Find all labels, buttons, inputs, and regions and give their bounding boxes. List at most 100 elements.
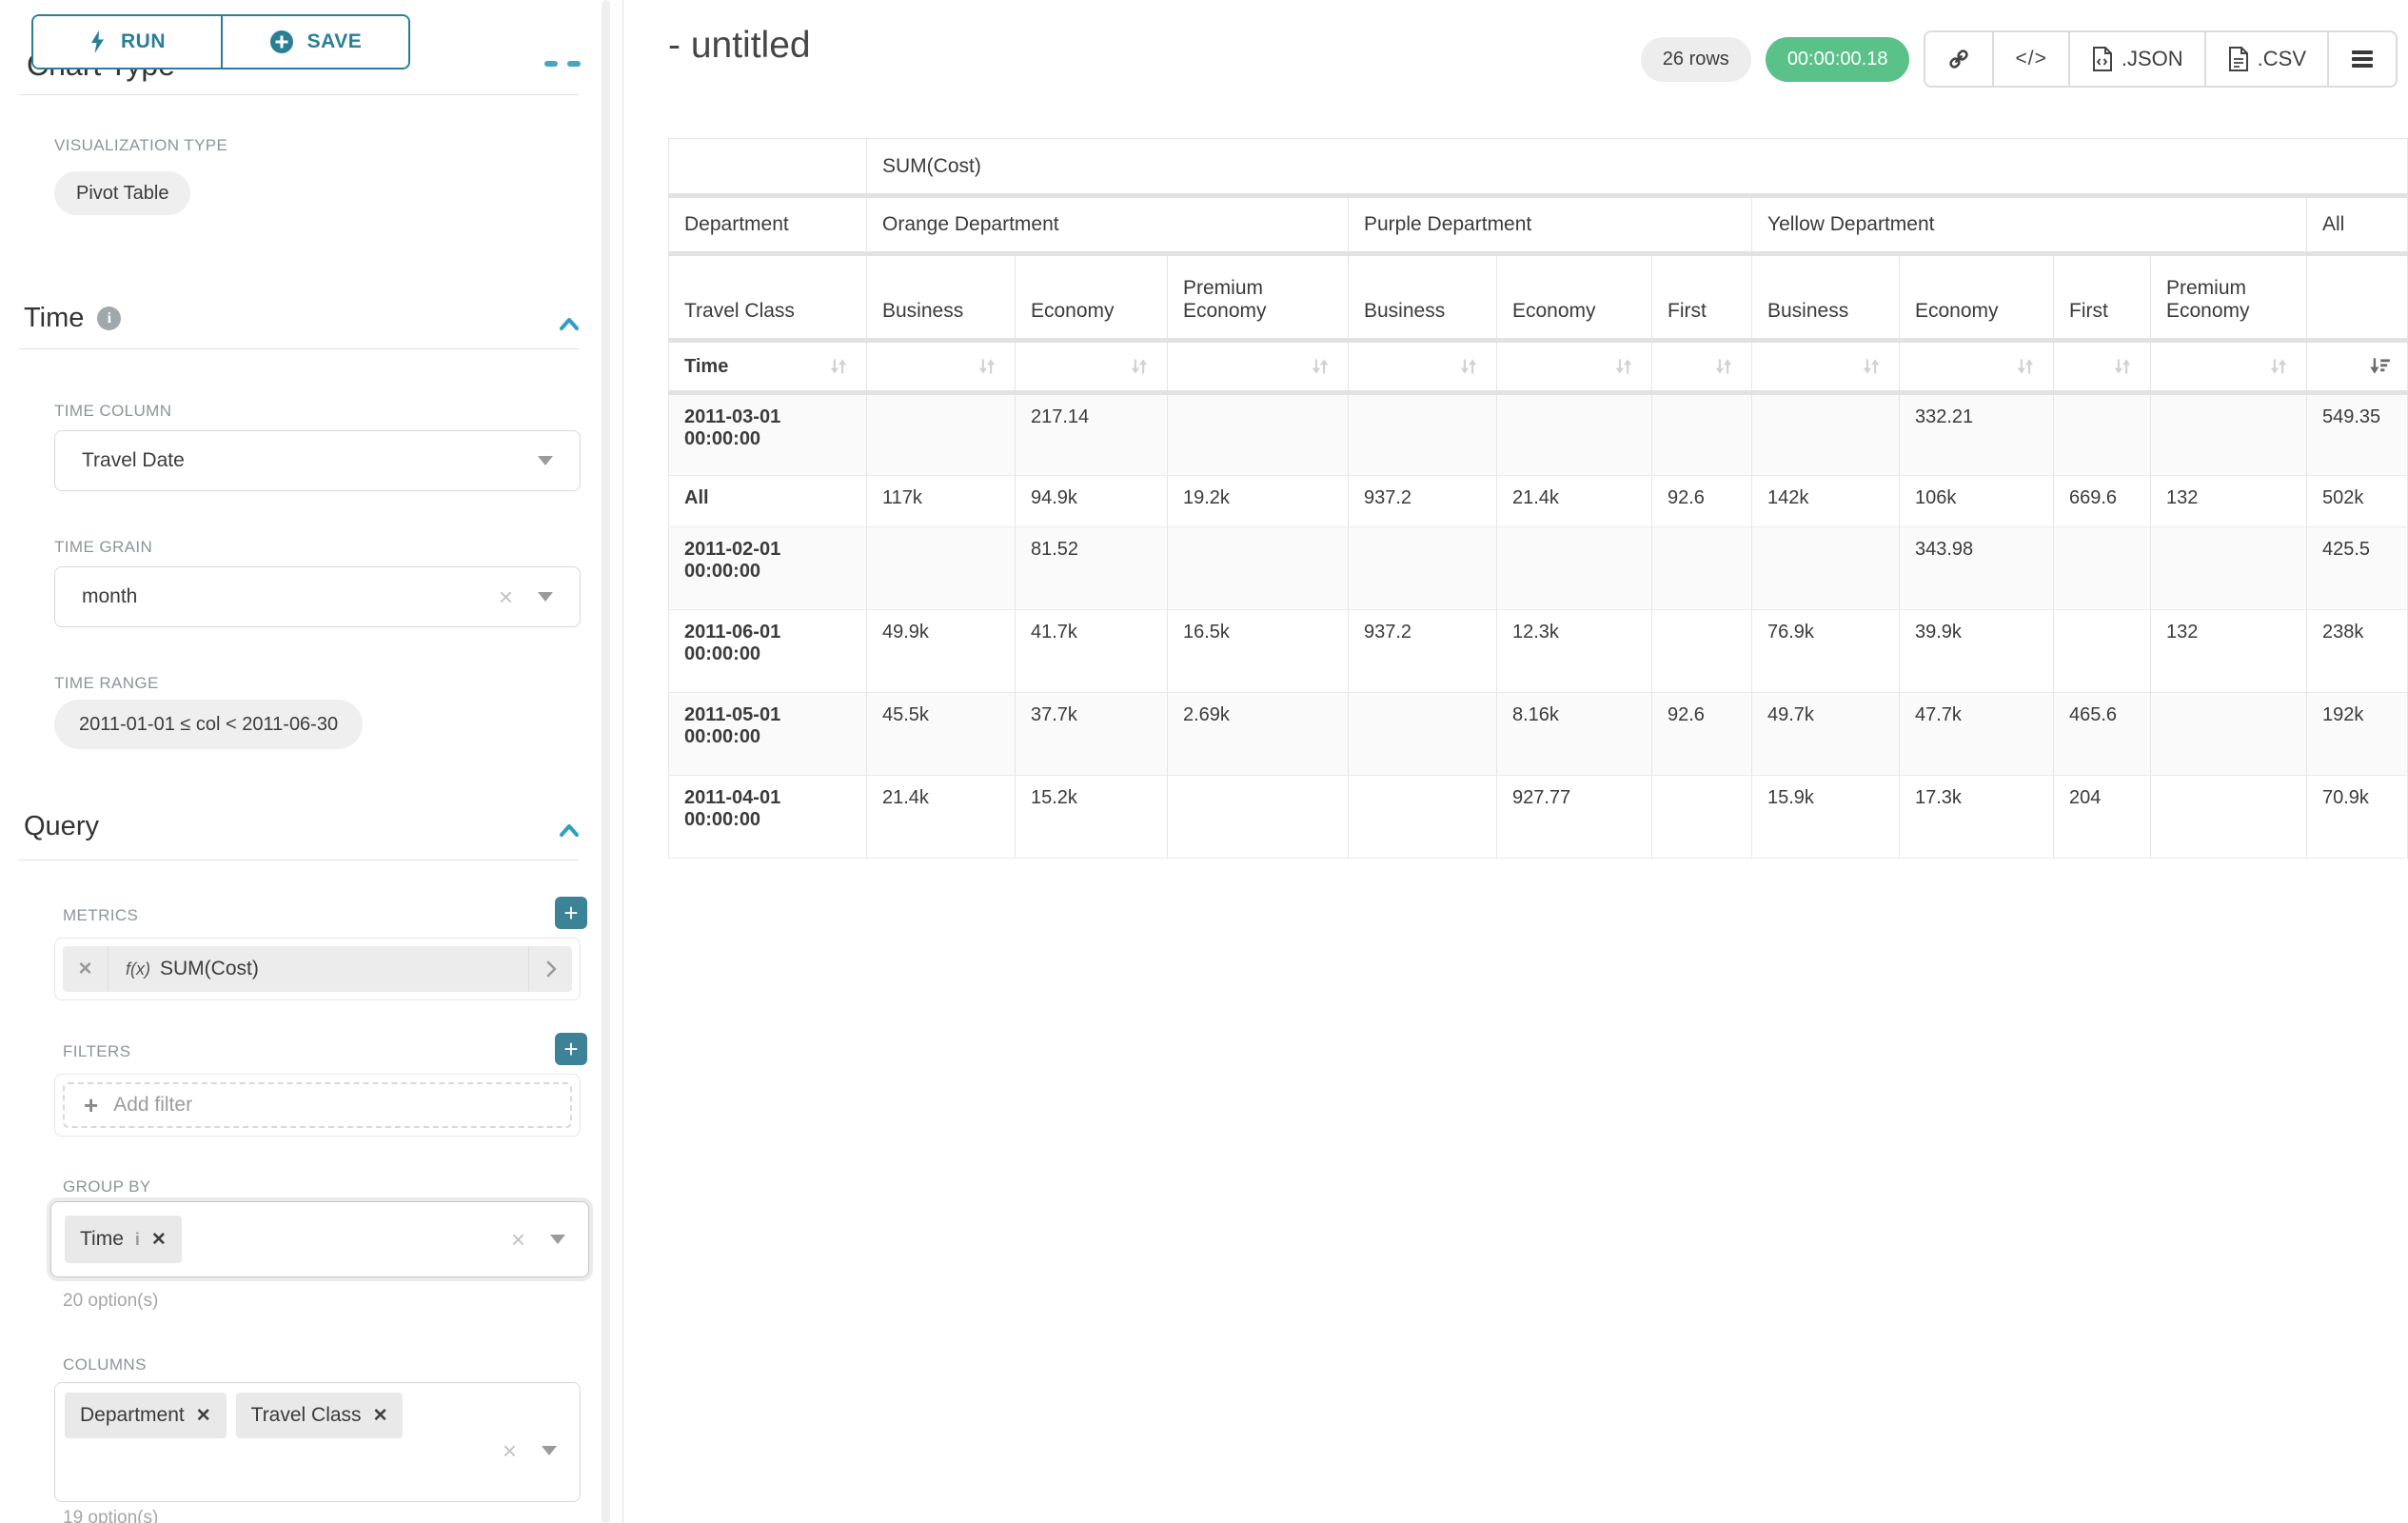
fx-icon: f(x) [126,959,150,979]
cell: 49.7k [1751,692,1900,776]
info-icon[interactable]: i [97,307,122,330]
chevron-up-icon[interactable] [555,817,583,845]
column-header: Premium Economy [1167,253,1349,343]
column-group-header: Orange Department [866,195,1349,256]
column-header: Economy [1015,253,1168,343]
expand-metric-icon[interactable] [528,946,572,992]
chart-menu-button[interactable] [2327,32,2396,86]
time-column-select[interactable]: Travel Date [54,430,581,491]
sort-icon[interactable] [2110,354,2135,379]
group-by-tag-time[interactable]: Time i ✕ [65,1216,182,1263]
cell [2150,775,2307,859]
add-metric-button[interactable]: + [555,897,587,929]
save-button[interactable]: SAVE [221,16,408,68]
cell: 465.6 [2053,692,2151,776]
column-header: First [1651,253,1752,343]
cell: 21.4k [866,775,1016,859]
columns-select[interactable]: Department ✕ Travel Class ✕ × [54,1382,581,1502]
cell: 937.2 [1348,475,1497,527]
time-range-value: 2011-01-01 ≤ col < 2011-06-30 [79,713,339,735]
remove-tag-icon[interactable]: ✕ [150,1229,167,1250]
cell: 106k [1899,475,2054,527]
sort-icon[interactable] [1711,354,1736,379]
export-csv-button[interactable]: .CSV [2203,32,2327,86]
cell [2150,392,2307,476]
tag-label: Time [80,1228,124,1250]
sort-icon[interactable] [826,354,851,379]
column-header: Business [866,253,1016,343]
sidebar-scrollbar[interactable] [602,0,610,1523]
run-button[interactable]: RUN [33,16,221,68]
time-range-pill[interactable]: 2011-01-01 ≤ col < 2011-06-30 [54,700,364,749]
visualization-type-pill[interactable]: Pivot Table [54,171,191,215]
sort-icon[interactable] [1308,354,1332,379]
add-filter-dropzone[interactable]: + Add filter [63,1082,572,1128]
column-header: Business [1348,253,1497,343]
caret-down-icon[interactable] [538,592,553,602]
sort-icon[interactable] [2266,354,2291,379]
remove-metric-icon[interactable]: × [63,946,109,992]
time-sort-cell: Time [668,340,867,395]
chevron-up-icon[interactable] [555,310,583,339]
row-header: 2011-05-01 00:00:00 [668,692,867,776]
cell [1751,392,1900,476]
cell: 204 [2053,775,2151,859]
columns-tag-department[interactable]: Department ✕ [65,1393,227,1438]
sort-desc-icon[interactable] [2367,354,2392,379]
cell: 502k [2305,475,2408,527]
cell: 549.35 [2305,392,2408,476]
metric-item[interactable]: × f(x) SUM(Cost) [63,946,572,992]
cell: 425.5 [2305,526,2408,610]
cell: 132 [2150,609,2307,693]
cell: 19.2k [1167,475,1349,527]
column-header: Premium Economy [2150,253,2307,343]
clear-icon[interactable]: × [510,1225,525,1254]
time-grain-select[interactable]: month × [54,566,581,627]
export-json-button[interactable]: .JSON [2067,32,2204,86]
tag-label: Department [80,1404,185,1426]
caret-down-icon[interactable] [550,1235,565,1244]
clear-icon[interactable]: × [502,1436,517,1465]
cell [1651,392,1752,476]
sort-icon[interactable] [1859,354,1884,379]
columns-tag-travel-class[interactable]: Travel Class ✕ [235,1393,404,1438]
cell [2150,692,2307,776]
caret-down-icon[interactable] [538,456,553,465]
table-row: All 117k 94.9k 19.2k 937.2 21.4k 92.6 14… [668,475,2408,527]
corner-cell [668,138,867,198]
group-by-select[interactable]: Time i ✕ × [50,1201,589,1277]
row-header: 2011-06-01 00:00:00 [668,609,867,693]
column-header: First [2053,253,2151,343]
tag-label: Travel Class [250,1404,362,1426]
filters-box: + Add filter [54,1074,581,1137]
add-filter-button[interactable]: + [555,1033,587,1065]
sort-icon[interactable] [1127,354,1152,379]
table-row: 2011-06-01 00:00:00 49.9k 41.7k 16.5k 93… [668,609,2408,693]
cell [866,526,1016,610]
sort-icon[interactable] [2013,354,2038,379]
cell [1496,392,1652,476]
cell [1651,526,1752,610]
column-group-header: Yellow Department [1751,195,2307,256]
cell: 41.7k [1015,609,1168,693]
cell: 37.7k [1015,692,1168,776]
remove-tag-icon[interactable]: ✕ [372,1405,388,1426]
info-icon[interactable]: i [134,1229,140,1249]
sort-icon[interactable] [1456,354,1481,379]
table-row: 2011-02-01 00:00:00 81.52 343.98 425.5 [668,526,2408,610]
embed-code-button[interactable]: </> [1992,32,2067,86]
share-link-button[interactable] [1925,32,1992,86]
sort-icon[interactable] [1611,354,1636,379]
clear-icon[interactable]: × [498,583,513,611]
cell: 669.6 [2053,475,2151,527]
sort-icon[interactable] [975,354,999,379]
scrolled-icon-fragment [544,61,558,67]
remove-tag-icon[interactable]: ✕ [195,1405,211,1426]
lightning-icon [91,30,104,53]
cell [2053,392,2151,476]
cell: 76.9k [1751,609,1900,693]
cell: 15.9k [1751,775,1900,859]
page-title[interactable]: - untitled [668,25,811,66]
caret-down-icon[interactable] [542,1446,557,1455]
cell: 132 [2150,475,2307,527]
